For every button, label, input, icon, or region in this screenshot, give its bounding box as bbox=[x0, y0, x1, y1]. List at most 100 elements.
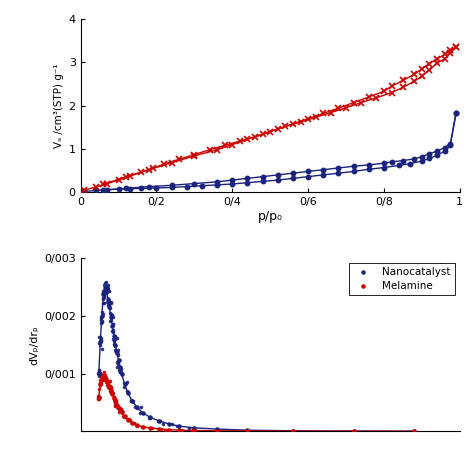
Point bbox=[114, 346, 122, 354]
Nanocatalyst bbox=[101, 284, 109, 292]
Nanocatalyst bbox=[118, 370, 125, 377]
Point bbox=[185, 424, 192, 431]
Point bbox=[98, 309, 105, 316]
Point bbox=[146, 414, 154, 421]
Point bbox=[101, 279, 109, 287]
Point bbox=[102, 377, 110, 385]
Point bbox=[104, 301, 112, 309]
Point bbox=[109, 336, 117, 343]
Point bbox=[107, 316, 114, 324]
Point bbox=[95, 372, 103, 379]
Melamine bbox=[106, 382, 113, 390]
Point bbox=[100, 373, 107, 380]
Point bbox=[188, 427, 195, 434]
Point bbox=[124, 378, 131, 386]
Nanocatalyst bbox=[107, 313, 115, 321]
Point bbox=[98, 318, 105, 326]
Point bbox=[102, 376, 109, 384]
Point bbox=[133, 421, 140, 428]
Point bbox=[107, 299, 115, 306]
Point bbox=[136, 409, 144, 417]
Nanocatalyst bbox=[95, 370, 102, 377]
Point bbox=[101, 374, 109, 382]
Point bbox=[114, 363, 121, 371]
Nanocatalyst bbox=[116, 364, 124, 371]
Point bbox=[108, 310, 115, 318]
Point bbox=[96, 341, 104, 349]
Nanocatalyst bbox=[146, 414, 154, 421]
Point bbox=[117, 404, 124, 412]
Point bbox=[117, 405, 125, 413]
Nanocatalyst bbox=[128, 397, 136, 404]
Point bbox=[96, 334, 104, 341]
Point bbox=[114, 403, 121, 410]
Point bbox=[112, 398, 119, 405]
Point bbox=[126, 416, 134, 423]
Point bbox=[99, 290, 107, 297]
Point bbox=[162, 426, 169, 433]
Point bbox=[104, 383, 112, 390]
Nanocatalyst bbox=[133, 403, 140, 411]
Point bbox=[114, 360, 121, 368]
Point bbox=[129, 419, 137, 427]
Point bbox=[111, 402, 118, 410]
Point bbox=[118, 408, 126, 416]
Point bbox=[111, 401, 119, 409]
Point bbox=[148, 424, 156, 432]
Point bbox=[94, 369, 102, 377]
Point bbox=[114, 359, 122, 367]
Point bbox=[106, 309, 114, 317]
Melamine bbox=[116, 406, 124, 414]
Nanocatalyst bbox=[165, 420, 173, 428]
Point bbox=[116, 409, 123, 416]
Point bbox=[103, 283, 111, 290]
Point bbox=[124, 388, 132, 396]
Point bbox=[129, 397, 137, 405]
Point bbox=[173, 422, 181, 430]
Point bbox=[118, 368, 125, 375]
Point bbox=[100, 375, 108, 383]
Point bbox=[155, 418, 162, 425]
Point bbox=[156, 417, 164, 424]
Point bbox=[109, 313, 117, 320]
Melamine bbox=[100, 372, 107, 380]
Point bbox=[124, 415, 132, 423]
Nanocatalyst bbox=[289, 427, 297, 435]
Point bbox=[110, 395, 118, 403]
Melamine bbox=[121, 412, 128, 420]
Melamine bbox=[124, 416, 131, 424]
Melamine bbox=[113, 401, 121, 409]
Point bbox=[169, 420, 176, 428]
Point bbox=[102, 377, 110, 385]
Point bbox=[100, 291, 108, 299]
Point bbox=[102, 375, 110, 383]
Point bbox=[99, 288, 107, 295]
Point bbox=[110, 394, 118, 402]
Point bbox=[97, 380, 104, 387]
Melamine bbox=[104, 378, 112, 386]
Point bbox=[97, 319, 105, 327]
Point bbox=[97, 337, 104, 345]
Point bbox=[104, 287, 111, 294]
Point bbox=[95, 392, 102, 400]
Point bbox=[105, 377, 112, 385]
Point bbox=[108, 387, 115, 395]
Point bbox=[97, 337, 105, 344]
Point bbox=[110, 341, 118, 348]
Point bbox=[109, 322, 116, 329]
Point bbox=[104, 381, 111, 388]
Point bbox=[112, 397, 120, 404]
Point bbox=[95, 366, 103, 374]
Melamine bbox=[115, 404, 122, 411]
Point bbox=[99, 299, 107, 307]
Point bbox=[108, 327, 116, 335]
Point bbox=[105, 301, 113, 309]
Point bbox=[100, 376, 107, 383]
Melamine bbox=[175, 427, 183, 434]
Point bbox=[107, 388, 114, 396]
Melamine bbox=[112, 398, 119, 405]
Point bbox=[190, 424, 197, 431]
Point bbox=[175, 427, 182, 434]
Point bbox=[146, 414, 153, 422]
Point bbox=[96, 370, 104, 377]
